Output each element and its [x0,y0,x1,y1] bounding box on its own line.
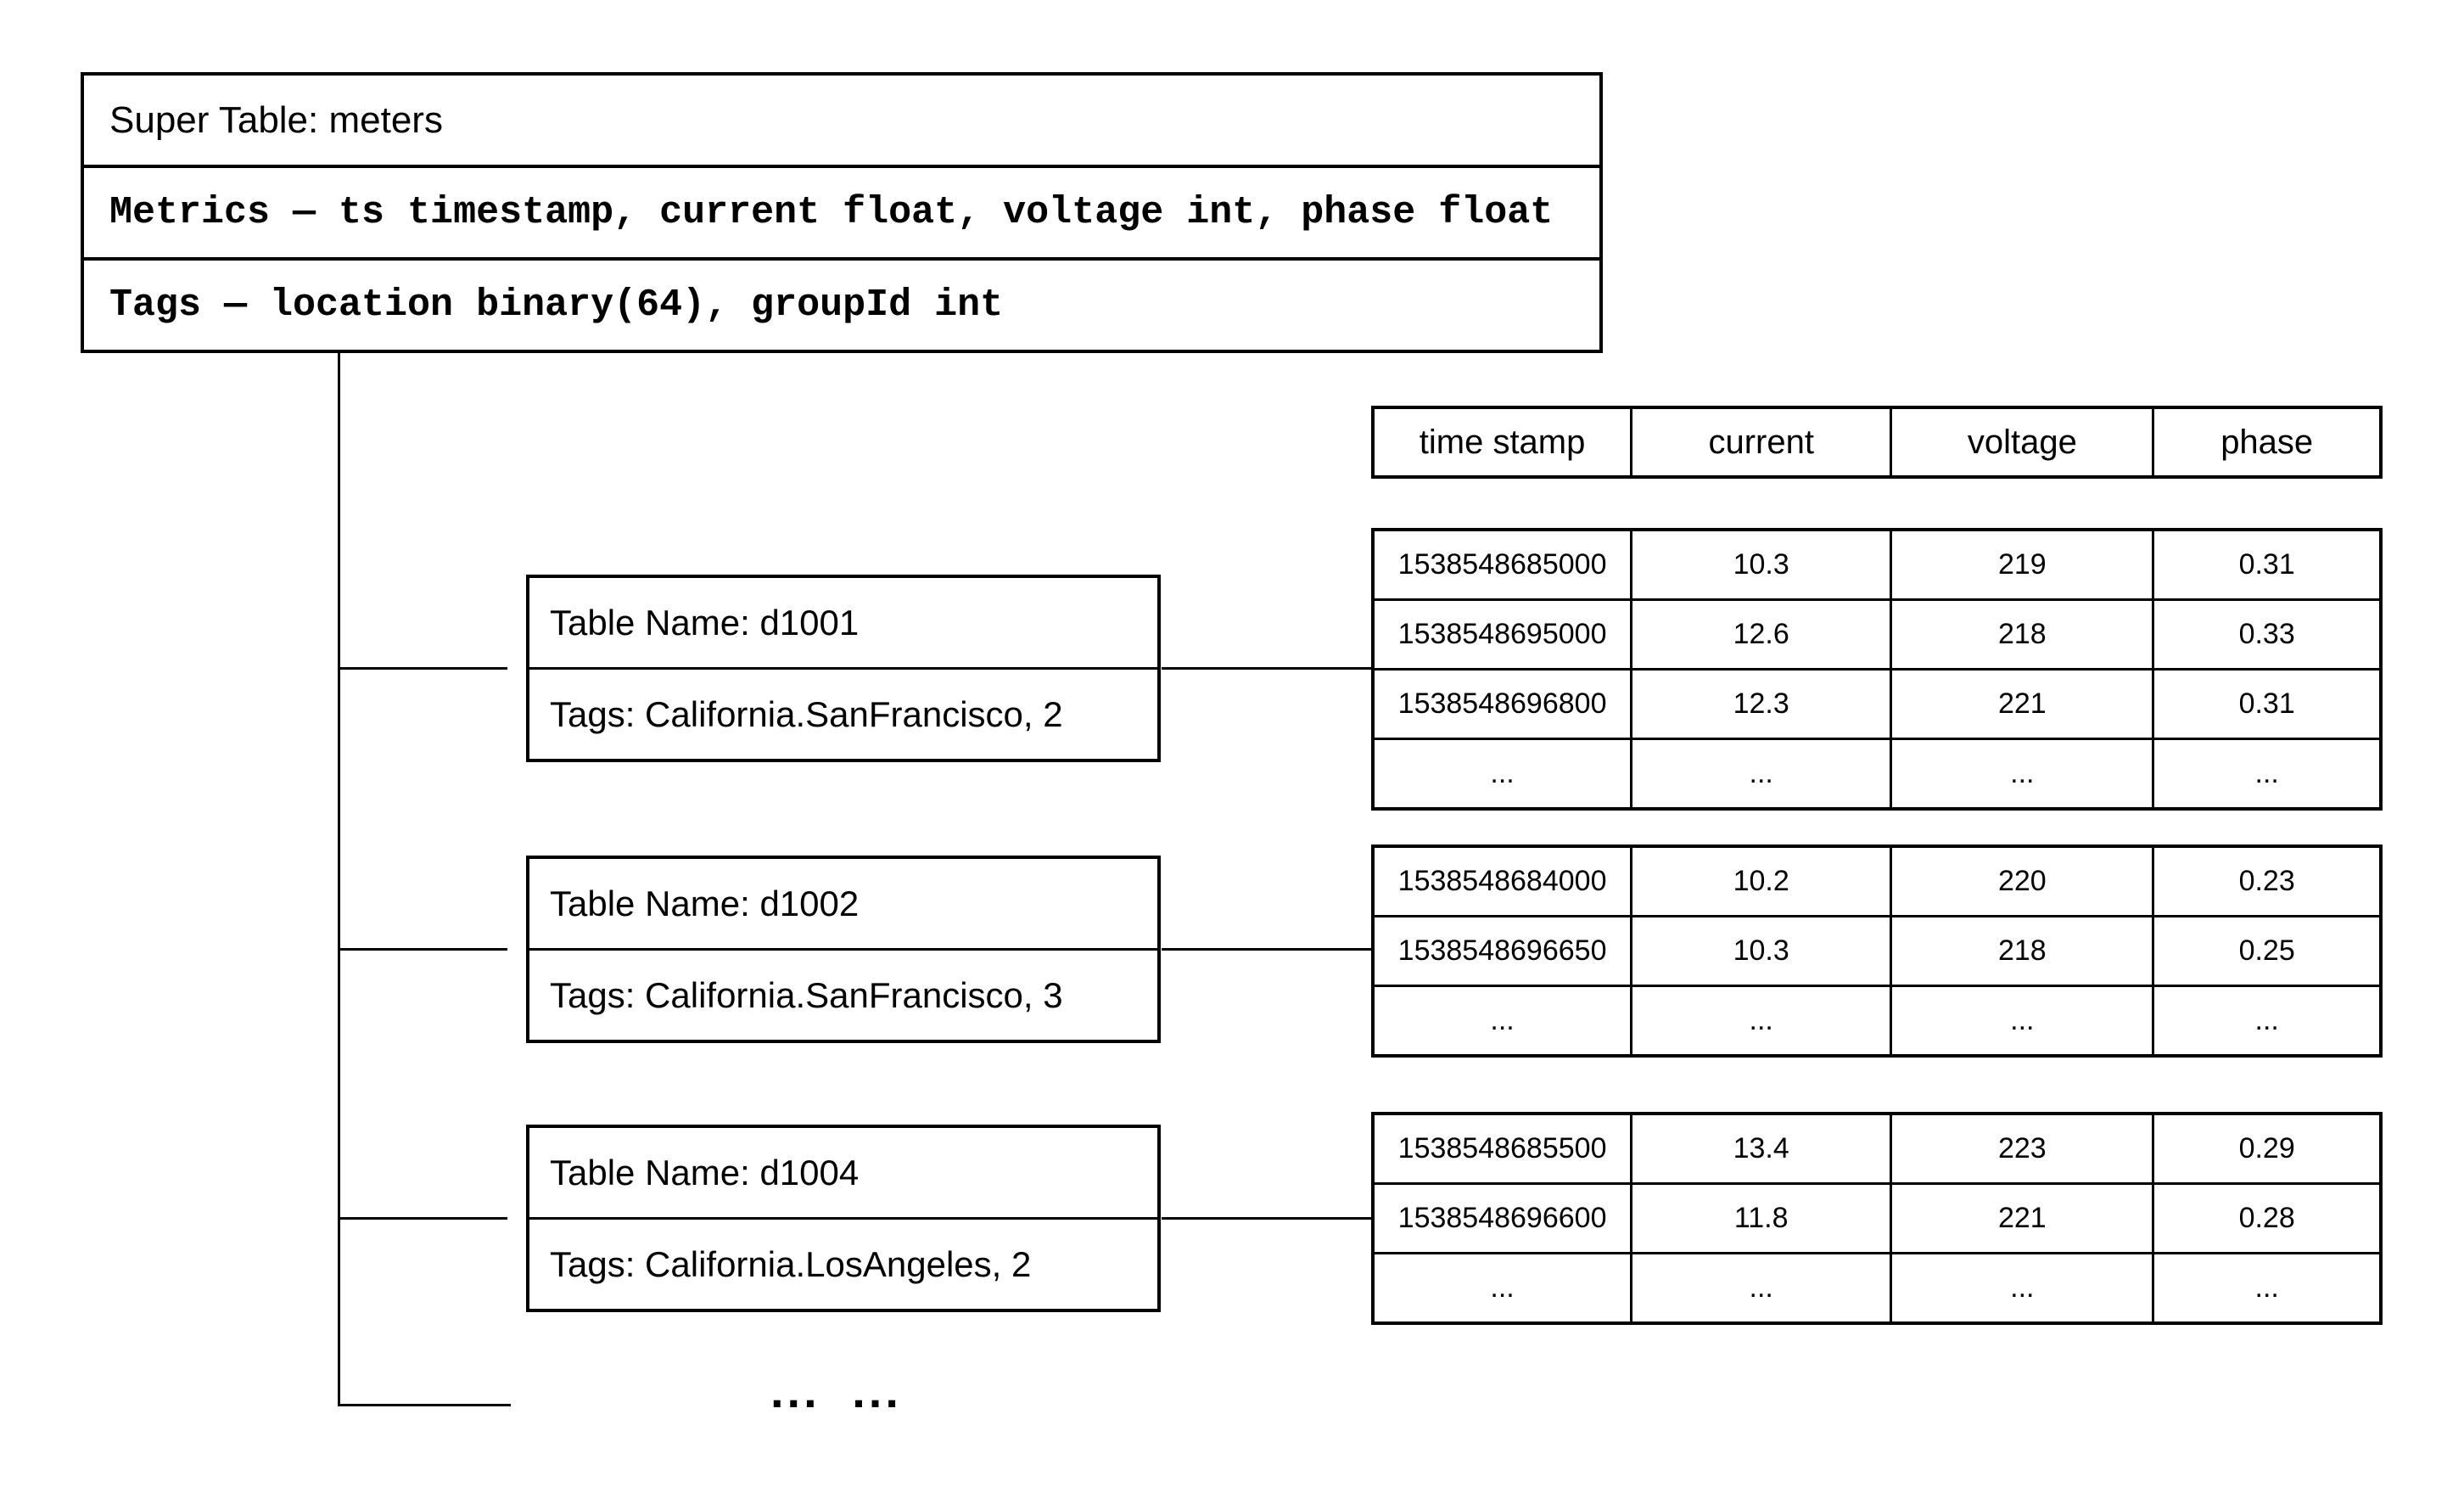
data-cell: ... [1375,987,1631,1054]
data-cell: ... [1375,1254,1631,1321]
data-cell: 10.3 [1632,917,1890,985]
subtable-name-label: Table Name: d1002 [529,859,1157,948]
data-cell: 1538548684000 [1375,848,1631,915]
data-cell: 221 [1892,671,2153,738]
data-cell: 10.2 [1632,848,1890,915]
data-cell: ... [1892,740,2153,807]
subtable-tags-label: Tags: California.LosAngeles, 2 [529,1220,1157,1309]
subtable-tags-label: Tags: California.SanFrancisco, 3 [529,951,1157,1040]
branch-line-left-d1001 [339,667,507,670]
subtable-name-label: Table Name: d1004 [529,1128,1157,1217]
data-cell: 11.8 [1632,1185,1890,1252]
data-cell: 12.6 [1632,601,1890,668]
super-table-title: Super Table: meters [84,76,1599,165]
super-table-box: Super Table: meters Metrics — ts timesta… [81,72,1603,353]
data-cell: ... [1892,1254,2153,1321]
data-cell: ... [2154,1254,2379,1321]
data-cell: 1538548695000 [1375,601,1631,668]
data-cell: 218 [1892,917,2153,985]
data-cell: ... [2154,987,2379,1054]
data-cell: 1538548696650 [1375,917,1631,985]
column-header-cell: current [1632,409,1890,475]
data-cell: 1538548685500 [1375,1115,1631,1182]
data-table-d1004: 1538548685500 13.4 223 0.29 1538548696600 11.… [1371,1112,2383,1325]
data-cell: 0.23 [2154,848,2379,915]
branch-line-right-d1004 [1162,1217,1371,1220]
data-cell: 0.31 [2154,531,2379,598]
column-header-cell: phase [2154,409,2379,475]
data-cell: 223 [1892,1115,2153,1182]
data-cell: 1538548685000 [1375,531,1631,598]
column-header-cell: time stamp [1375,409,1631,475]
data-cell: 221 [1892,1185,2153,1252]
subtable-box-d1004: Table Name: d1004 Tags: California.LosAn… [526,1125,1161,1312]
data-cell: 12.3 [1632,671,1890,738]
data-cell: ... [1632,740,1890,807]
data-cell: 0.33 [2154,601,2379,668]
branch-line-left-d1004 [339,1217,507,1220]
subtable-tags-label: Tags: California.SanFrancisco, 2 [529,670,1157,759]
data-cell: 1538548696600 [1375,1185,1631,1252]
subtable-box-d1002: Table Name: d1002 Tags: California.SanFr… [526,856,1161,1043]
column-header-cell: voltage [1892,409,2153,475]
data-table-d1001: 1538548685000 10.3 219 0.31 1538548695000 12.… [1371,528,2383,811]
data-cell: ... [1892,987,2153,1054]
data-cell: ... [1375,740,1631,807]
data-cell: 220 [1892,848,2153,915]
data-cell: ... [1632,1254,1890,1321]
branch-line-right-d1001 [1162,667,1371,670]
data-cell: 1538548696800 [1375,671,1631,738]
data-cell: ... [2154,740,2379,807]
column-header-row: time stamp current voltage phase [1371,406,2383,479]
data-cell: 10.3 [1632,531,1890,598]
data-cell: 219 [1892,531,2153,598]
data-cell: 218 [1892,601,2153,668]
more-subtables-ellipsis: ... ... [770,1364,902,1417]
data-cell: 0.28 [2154,1185,2379,1252]
branch-line-left-d1002 [339,948,507,951]
data-cell: 0.25 [2154,917,2379,985]
subtable-name-label: Table Name: d1001 [529,578,1157,667]
data-cell: ... [1632,987,1890,1054]
super-table-tags-definition: Tags — location binary(64), groupId int [84,261,1599,350]
branch-line-right-d1002 [1162,948,1371,951]
subtable-box-d1001: Table Name: d1001 Tags: California.SanFr… [526,575,1161,762]
tree-trunk-line [338,353,340,1406]
data-table-d1002: 1538548684000 10.2 220 0.23 1538548696650 10.… [1371,845,2383,1058]
data-cell: 0.29 [2154,1115,2379,1182]
branch-line-more-tables [339,1404,511,1406]
data-cell: 13.4 [1632,1115,1890,1182]
data-cell: 0.31 [2154,671,2379,738]
super-table-metrics-definition: Metrics — ts timestamp, current float, v… [84,168,1599,257]
